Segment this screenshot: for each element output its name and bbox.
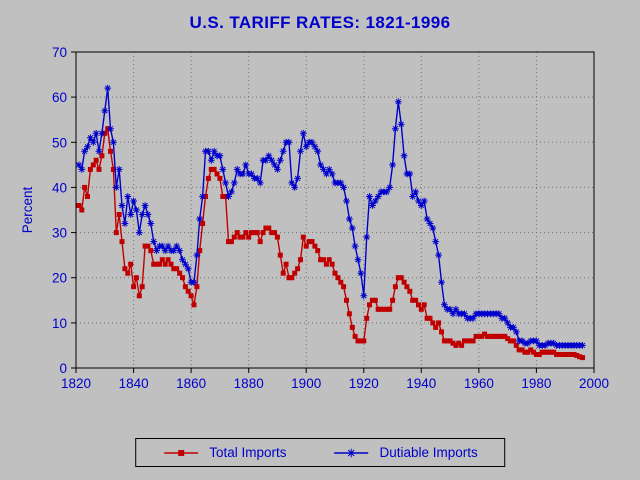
svg-text:10: 10 [52, 316, 67, 331]
svg-text:1820: 1820 [61, 376, 91, 391]
svg-text:1980: 1980 [521, 376, 551, 391]
dutiable-imports-marker-icon [334, 448, 369, 457]
svg-text:1880: 1880 [234, 376, 264, 391]
svg-text:20: 20 [52, 271, 67, 286]
svg-text:1920: 1920 [349, 376, 379, 391]
svg-text:30: 30 [52, 226, 67, 241]
svg-text:50: 50 [52, 135, 67, 150]
svg-text:0: 0 [59, 361, 67, 376]
svg-text:2000: 2000 [579, 376, 609, 391]
svg-text:1940: 1940 [406, 376, 436, 391]
legend-label-total-imports: Total Imports [209, 445, 287, 460]
svg-text:1840: 1840 [119, 376, 149, 391]
total-imports-marker-icon [164, 449, 199, 456]
svg-text:40: 40 [52, 180, 67, 195]
legend: Total Imports Dutiable Imports [135, 438, 505, 467]
svg-text:1960: 1960 [464, 376, 494, 391]
legend-label-dutiable-imports: Dutiable Imports [379, 445, 478, 460]
legend-item-total-imports: Total Imports [162, 445, 286, 460]
svg-text:60: 60 [52, 90, 67, 105]
svg-text:70: 70 [52, 45, 67, 60]
svg-text:Percent: Percent [20, 186, 35, 233]
svg-text:1900: 1900 [291, 376, 321, 391]
svg-text:1860: 1860 [176, 376, 206, 391]
chart-title: U.S. TARIFF RATES: 1821-1996 [189, 13, 451, 32]
legend-item-dutiable-imports: Dutiable Imports [332, 445, 478, 460]
